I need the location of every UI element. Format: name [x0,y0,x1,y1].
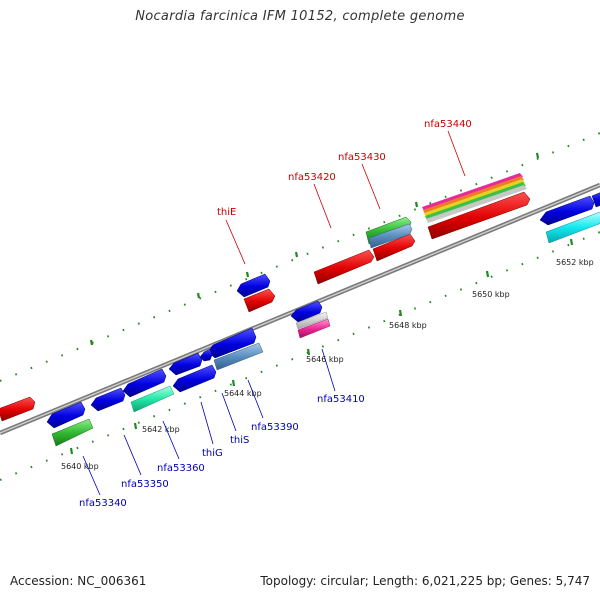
map-title: Nocardia farcinica IFM 10152, complete g… [135,9,465,24]
scale-label: 5644 kbp [224,389,262,398]
genome-summary-text: Topology: circular; Length: 6,021,225 bp… [260,574,590,588]
cds-aqua[interactable] [130,385,175,413]
gene-arrow[interactable] [168,352,203,376]
gene-label-nfa53360[interactable]: nfa53360 [157,463,205,474]
feature-stripe-gray[interactable] [426,185,527,223]
gene-label-thiG[interactable]: thiG [202,448,223,459]
lower-major-ticks [69,238,574,455]
cds-green[interactable] [51,418,94,447]
gene-arrow-nfa53350[interactable] [90,387,126,412]
gene-arrow[interactable] [591,191,600,208]
gene-label-thiE[interactable]: thiE [217,207,236,218]
feature-stripe-orange[interactable] [423,176,524,214]
gene-arrow-nfa53410[interactable] [290,300,323,323]
upper-major-ticks [89,152,540,346]
gene-arrow[interactable] [539,195,595,226]
cds-cyan[interactable] [545,211,600,244]
accession-text: Accession: NC_006361 [10,574,147,588]
scale-label: 5642 kbp [142,425,180,434]
scale-labels: 5640 kbp 5642 kbp 5644 kbp 5646 kbp 5648… [61,258,594,471]
cds-pink[interactable] [297,318,331,339]
gene-label-nfa53340[interactable]: nfa53340 [79,498,127,509]
gene-label-nfa53430[interactable]: nfa53430 [338,152,386,163]
upper-gene-labels: thiE nfa53420 nfa53430 nfa53440 [217,119,472,265]
gene-label-nfa53410[interactable]: nfa53410 [317,394,365,405]
gene-label-nfa53390[interactable]: nfa53390 [251,422,299,433]
gene-arrow[interactable] [236,273,271,298]
cds-gray[interactable] [295,311,329,330]
reverse-strand-features [46,191,600,447]
feature-stripe-yellow[interactable] [424,179,525,217]
gene-arrow-thiG[interactable] [172,364,217,393]
lower-dotted-track [0,231,600,481]
scale-label: 5650 kbp [472,290,510,299]
gene-arrow-nfa53340[interactable] [46,401,86,429]
lower-gene-labels: nfa53340 nfa53350 nfa53360 thiG thiS nfa… [79,348,365,509]
upper-dotted-track [0,132,600,382]
feature-stripe-green[interactable] [425,182,526,220]
feature-stripe-pink[interactable] [422,173,523,211]
gene-arrow[interactable] [0,396,36,422]
scale-label: 5640 kbp [61,462,99,471]
gene-label-thiS[interactable]: thiS [230,435,249,446]
gene-arrow-nfa53440[interactable] [427,191,531,240]
gene-arrow-thiE[interactable] [243,288,276,313]
scale-label: 5652 kbp [556,258,594,267]
gene-label-nfa53440[interactable]: nfa53440 [424,119,472,130]
cds-steel[interactable] [213,342,264,371]
gene-label-nfa53350[interactable]: nfa53350 [121,479,169,490]
forward-strand-features [0,173,531,422]
scale-label: 5648 kbp [389,321,427,330]
gene-label-nfa53420[interactable]: nfa53420 [288,172,336,183]
gene-arrow-nfa53420[interactable] [313,249,375,285]
gene-arrow-nfa53430[interactable] [372,233,416,262]
cds-steel[interactable] [368,223,413,249]
